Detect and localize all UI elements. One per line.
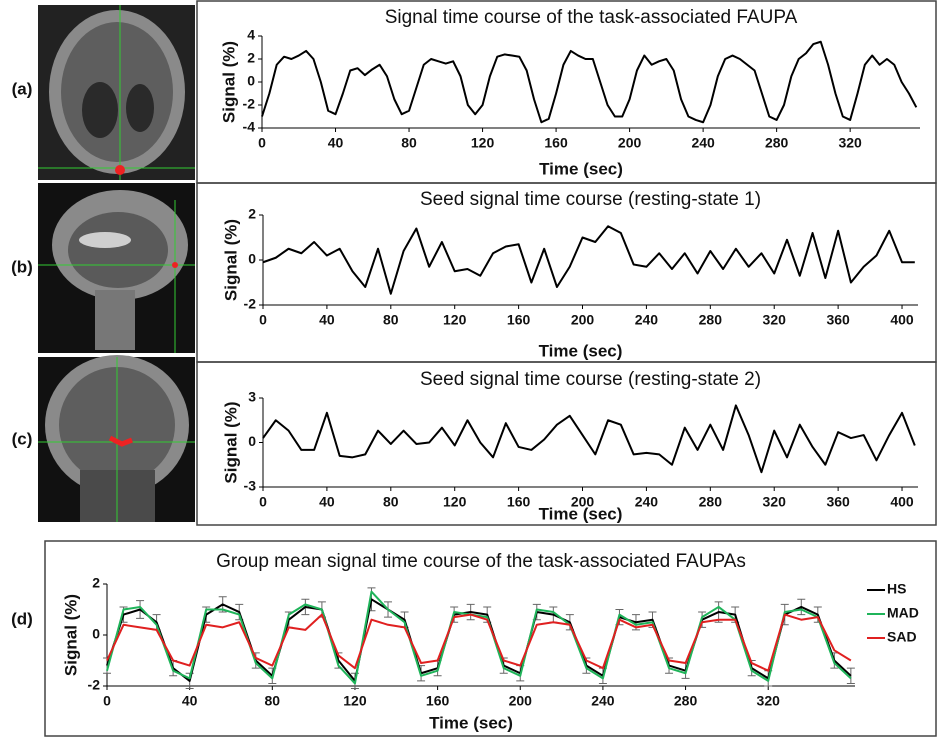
x-tick-label: 360 (826, 312, 850, 328)
y-axis-label: Signal (%) (221, 401, 240, 483)
y-axis-label: Signal (%) (61, 594, 80, 676)
x-axis-label: Time (sec) (429, 713, 513, 732)
x-tick-label: 80 (383, 494, 399, 510)
figure: (a) Signal time course of the task-associ… (0, 0, 941, 738)
x-tick-label: 160 (507, 494, 531, 510)
x-tick-label: 280 (674, 693, 698, 709)
x-tick-label: 160 (426, 693, 450, 709)
series-line (263, 405, 915, 472)
y-tick-label: -3 (244, 478, 257, 494)
y-tick-label: -2 (243, 96, 256, 112)
y-axis-label: Signal (%) (221, 219, 240, 301)
x-tick-label: 320 (763, 494, 787, 510)
panel-label: (d) (11, 609, 33, 628)
y-tick-label: 4 (247, 27, 255, 43)
x-tick-label: 240 (635, 312, 659, 328)
y-tick-label: 2 (248, 206, 256, 222)
x-tick-label: 280 (765, 135, 789, 151)
chart-title: Signal time course of the task-associate… (385, 7, 798, 28)
x-tick-label: 280 (699, 312, 723, 328)
x-tick-label: 0 (258, 135, 266, 151)
x-axis-label: Time (sec) (539, 341, 623, 360)
x-tick-label: 40 (319, 494, 335, 510)
x-axis-label: Time (sec) (539, 159, 623, 178)
series-line (107, 592, 851, 684)
panel-label: (b) (11, 257, 33, 276)
y-tick-label: 0 (92, 626, 100, 642)
chart-title: Seed signal time course (resting-state 2… (420, 369, 761, 390)
y-tick-label: 2 (92, 575, 100, 591)
y-tick-label: 0 (247, 73, 255, 89)
x-tick-label: 280 (699, 494, 723, 510)
x-tick-label: 160 (507, 312, 531, 328)
x-tick-label: 120 (343, 693, 367, 709)
x-tick-label: 160 (544, 135, 568, 151)
chart-title: Seed signal time course (resting-state 1… (420, 189, 761, 210)
x-tick-label: 400 (890, 494, 914, 510)
y-tick-label: 0 (248, 251, 256, 267)
y-axis-label: Signal (%) (219, 41, 238, 123)
series-line (107, 599, 851, 681)
x-tick-label: 320 (763, 312, 787, 328)
x-tick-label: 120 (471, 135, 495, 151)
x-tick-label: 40 (182, 693, 198, 709)
x-tick-label: 360 (826, 494, 850, 510)
panel-frame (197, 1, 936, 183)
x-tick-label: 200 (571, 312, 595, 328)
x-tick-label: 80 (383, 312, 399, 328)
chart-title: Group mean signal time course of the tas… (216, 551, 746, 572)
x-tick-label: 200 (509, 693, 533, 709)
series-line (263, 226, 915, 294)
x-tick-label: 400 (890, 312, 914, 328)
x-tick-label: 120 (443, 494, 467, 510)
x-tick-label: 120 (443, 312, 467, 328)
y-tick-label: -2 (88, 677, 101, 693)
x-tick-label: 80 (401, 135, 417, 151)
x-tick-label: 320 (757, 693, 781, 709)
x-tick-label: 40 (328, 135, 344, 151)
x-tick-label: 200 (618, 135, 642, 151)
y-tick-label: 3 (248, 389, 256, 405)
series-line (262, 42, 916, 123)
y-tick-label: -4 (243, 119, 256, 135)
x-tick-label: 240 (691, 135, 715, 151)
x-tick-label: 240 (635, 494, 659, 510)
brain-images (38, 5, 195, 522)
x-tick-label: 0 (259, 494, 267, 510)
legend-label: SAD (887, 629, 917, 645)
y-tick-label: -2 (244, 296, 257, 312)
x-tick-label: 320 (838, 135, 862, 151)
legend-label: MAD (887, 605, 919, 621)
y-tick-label: 0 (248, 433, 256, 449)
x-tick-label: 0 (259, 312, 267, 328)
legend-label: HS (887, 581, 906, 597)
y-tick-label: 2 (247, 50, 255, 66)
series-line (107, 615, 851, 671)
x-tick-label: 0 (103, 693, 111, 709)
x-tick-label: 200 (571, 494, 595, 510)
x-tick-label: 40 (319, 312, 335, 328)
panel-label: (c) (12, 429, 33, 448)
panel-label: (a) (12, 79, 33, 98)
x-tick-label: 80 (265, 693, 281, 709)
x-tick-label: 240 (591, 693, 615, 709)
